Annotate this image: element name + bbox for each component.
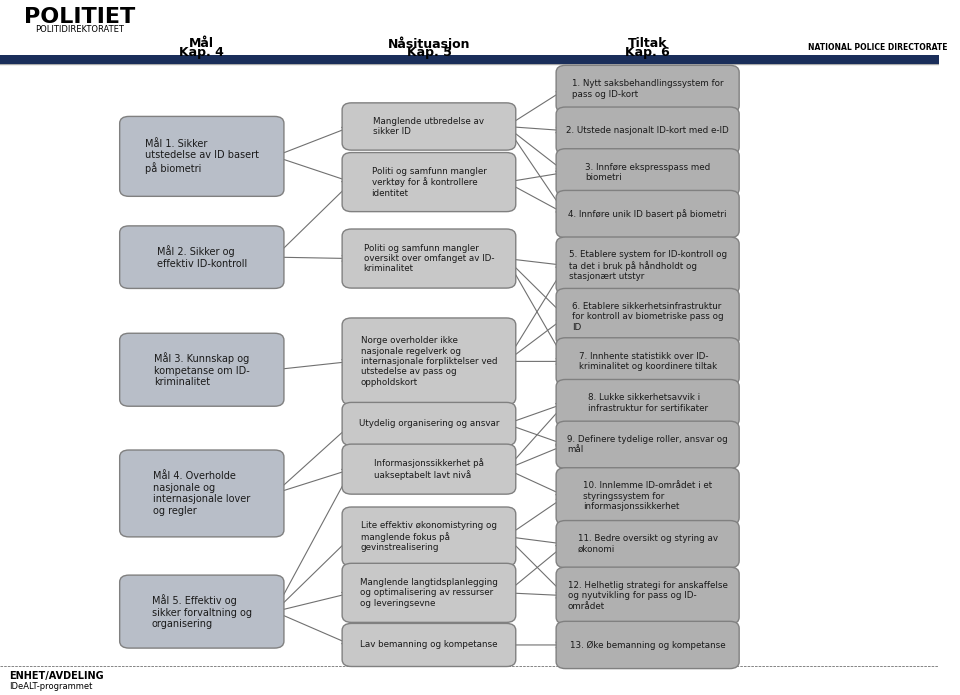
Text: POLITIDIREKTORATET: POLITIDIREKTORATET: [36, 25, 124, 33]
Text: NATIONAL POLICE DIRECTORATE: NATIONAL POLICE DIRECTORATE: [808, 44, 948, 52]
Text: 3. Innføre ekspresspass med
biometri: 3. Innføre ekspresspass med biometri: [585, 163, 710, 182]
FancyBboxPatch shape: [556, 621, 739, 669]
Text: 12. Helhetlig strategi for anskaffelse
og nyutvikling for pass og ID-
området: 12. Helhetlig strategi for anskaffelse o…: [567, 581, 728, 610]
Text: Mål 1. Sikker
utstedelse av ID basert
på biometri: Mål 1. Sikker utstedelse av ID basert på…: [145, 138, 259, 174]
Text: Mål: Mål: [189, 38, 214, 50]
Text: Kap. 5: Kap. 5: [406, 47, 451, 59]
FancyBboxPatch shape: [556, 468, 739, 525]
Text: POLITIET: POLITIET: [24, 8, 135, 27]
Text: 11. Bedre oversikt og styring av
økonomi: 11. Bedre oversikt og styring av økonomi: [578, 534, 718, 554]
FancyBboxPatch shape: [120, 117, 284, 197]
FancyBboxPatch shape: [556, 379, 739, 427]
FancyBboxPatch shape: [342, 103, 516, 150]
Text: IDeALT-programmet: IDeALT-programmet: [10, 682, 93, 691]
FancyBboxPatch shape: [556, 567, 739, 624]
FancyBboxPatch shape: [556, 237, 739, 294]
FancyBboxPatch shape: [342, 623, 516, 667]
Text: Informasjonssikkerhet på
uakseptabelt lavt nivå: Informasjonssikkerhet på uakseptabelt la…: [374, 459, 484, 480]
Text: Nåsituasjon: Nåsituasjon: [388, 37, 470, 51]
FancyBboxPatch shape: [342, 229, 516, 288]
Text: 5. Etablere system for ID-kontroll og
ta det i bruk på håndholdt og
stasjonært u: 5. Etablere system for ID-kontroll og ta…: [568, 250, 727, 281]
FancyBboxPatch shape: [342, 507, 516, 566]
FancyBboxPatch shape: [556, 65, 739, 113]
FancyBboxPatch shape: [342, 318, 516, 404]
Text: 4. Innføre unik ID basert på biometri: 4. Innføre unik ID basert på biometri: [568, 209, 727, 219]
FancyBboxPatch shape: [556, 421, 739, 468]
Bar: [0, 55, 939, 64]
FancyBboxPatch shape: [556, 107, 739, 154]
Text: 1. Nytt saksbehandlingssystem for
pass og ID-kort: 1. Nytt saksbehandlingssystem for pass o…: [572, 79, 724, 99]
Text: 6. Etablere sikkerhetsinfrastruktur
for kontroll av biometriske pass og
ID: 6. Etablere sikkerhetsinfrastruktur for …: [572, 302, 724, 332]
Text: 7. Innhente statistikk over ID-
kriminalitet og koordinere tiltak: 7. Innhente statistikk over ID- kriminal…: [579, 352, 717, 371]
Text: Kap. 4: Kap. 4: [180, 47, 225, 59]
FancyBboxPatch shape: [556, 288, 739, 345]
FancyBboxPatch shape: [120, 450, 284, 537]
Text: Mål 5. Effektiv og
sikker forvaltning og
organisering: Mål 5. Effektiv og sikker forvaltning og…: [152, 594, 252, 629]
FancyBboxPatch shape: [120, 334, 284, 406]
FancyBboxPatch shape: [120, 226, 284, 288]
Text: Tiltak: Tiltak: [628, 38, 667, 50]
Text: 10. Innlemme ID-området i et
styringssystem for
informasjonssikkerhet: 10. Innlemme ID-området i et styringssys…: [583, 482, 712, 511]
Text: 9. Definere tydelige roller, ansvar og
mål: 9. Definere tydelige roller, ansvar og m…: [567, 435, 728, 455]
Text: Norge overholder ikke
nasjonale regelverk og
internasjonale forpliktelser ved
ut: Norge overholder ikke nasjonale regelver…: [361, 336, 497, 386]
Text: Manglende utbredelse av
sikker ID: Manglende utbredelse av sikker ID: [373, 117, 485, 136]
Text: 8. Lukke sikkerhetsavvik i
infrastruktur for sertifikater: 8. Lukke sikkerhetsavvik i infrastruktur…: [588, 393, 708, 413]
Text: ENHET/AVDELING: ENHET/AVDELING: [10, 671, 104, 680]
Text: Mål 2. Sikker og
effektiv ID-kontroll: Mål 2. Sikker og effektiv ID-kontroll: [156, 245, 247, 269]
Text: 13. Øke bemanning og kompetanse: 13. Øke bemanning og kompetanse: [570, 640, 726, 650]
FancyBboxPatch shape: [556, 149, 739, 196]
FancyBboxPatch shape: [342, 444, 516, 494]
FancyBboxPatch shape: [342, 563, 516, 623]
Text: Utydelig organisering og ansvar: Utydelig organisering og ansvar: [359, 420, 499, 428]
Text: Politi og samfunn mangler
oversikt over omfanget av ID-
kriminalitet: Politi og samfunn mangler oversikt over …: [364, 244, 494, 273]
FancyBboxPatch shape: [120, 575, 284, 648]
Text: 2. Utstede nasjonalt ID-kort med e-ID: 2. Utstede nasjonalt ID-kort med e-ID: [566, 126, 729, 135]
FancyBboxPatch shape: [556, 521, 739, 568]
Text: Politi og samfunn mangler
verktøy for å kontrollere
identitet: Politi og samfunn mangler verktøy for å …: [372, 167, 487, 197]
Text: Kap. 6: Kap. 6: [625, 47, 670, 59]
FancyBboxPatch shape: [556, 338, 739, 385]
FancyBboxPatch shape: [556, 190, 739, 238]
Bar: [0, 0, 939, 38]
Text: Lite effektiv økonomistyring og
manglende fokus på
gevinstrealisering: Lite effektiv økonomistyring og manglend…: [361, 521, 497, 552]
Text: Mål 3. Kunnskap og
kompetanse om ID-
kriminalitet: Mål 3. Kunnskap og kompetanse om ID- kri…: [154, 352, 250, 387]
Text: Mål 4. Overholde
nasjonale og
internasjonale lover
og regler: Mål 4. Overholde nasjonale og internasjo…: [154, 471, 251, 516]
Text: Lav bemanning og kompetanse: Lav bemanning og kompetanse: [360, 641, 497, 649]
FancyBboxPatch shape: [342, 402, 516, 445]
FancyBboxPatch shape: [342, 153, 516, 212]
Text: Manglende langtidsplanlegging
og optimalisering av ressurser
og leveringsevne: Manglende langtidsplanlegging og optimal…: [360, 578, 498, 607]
